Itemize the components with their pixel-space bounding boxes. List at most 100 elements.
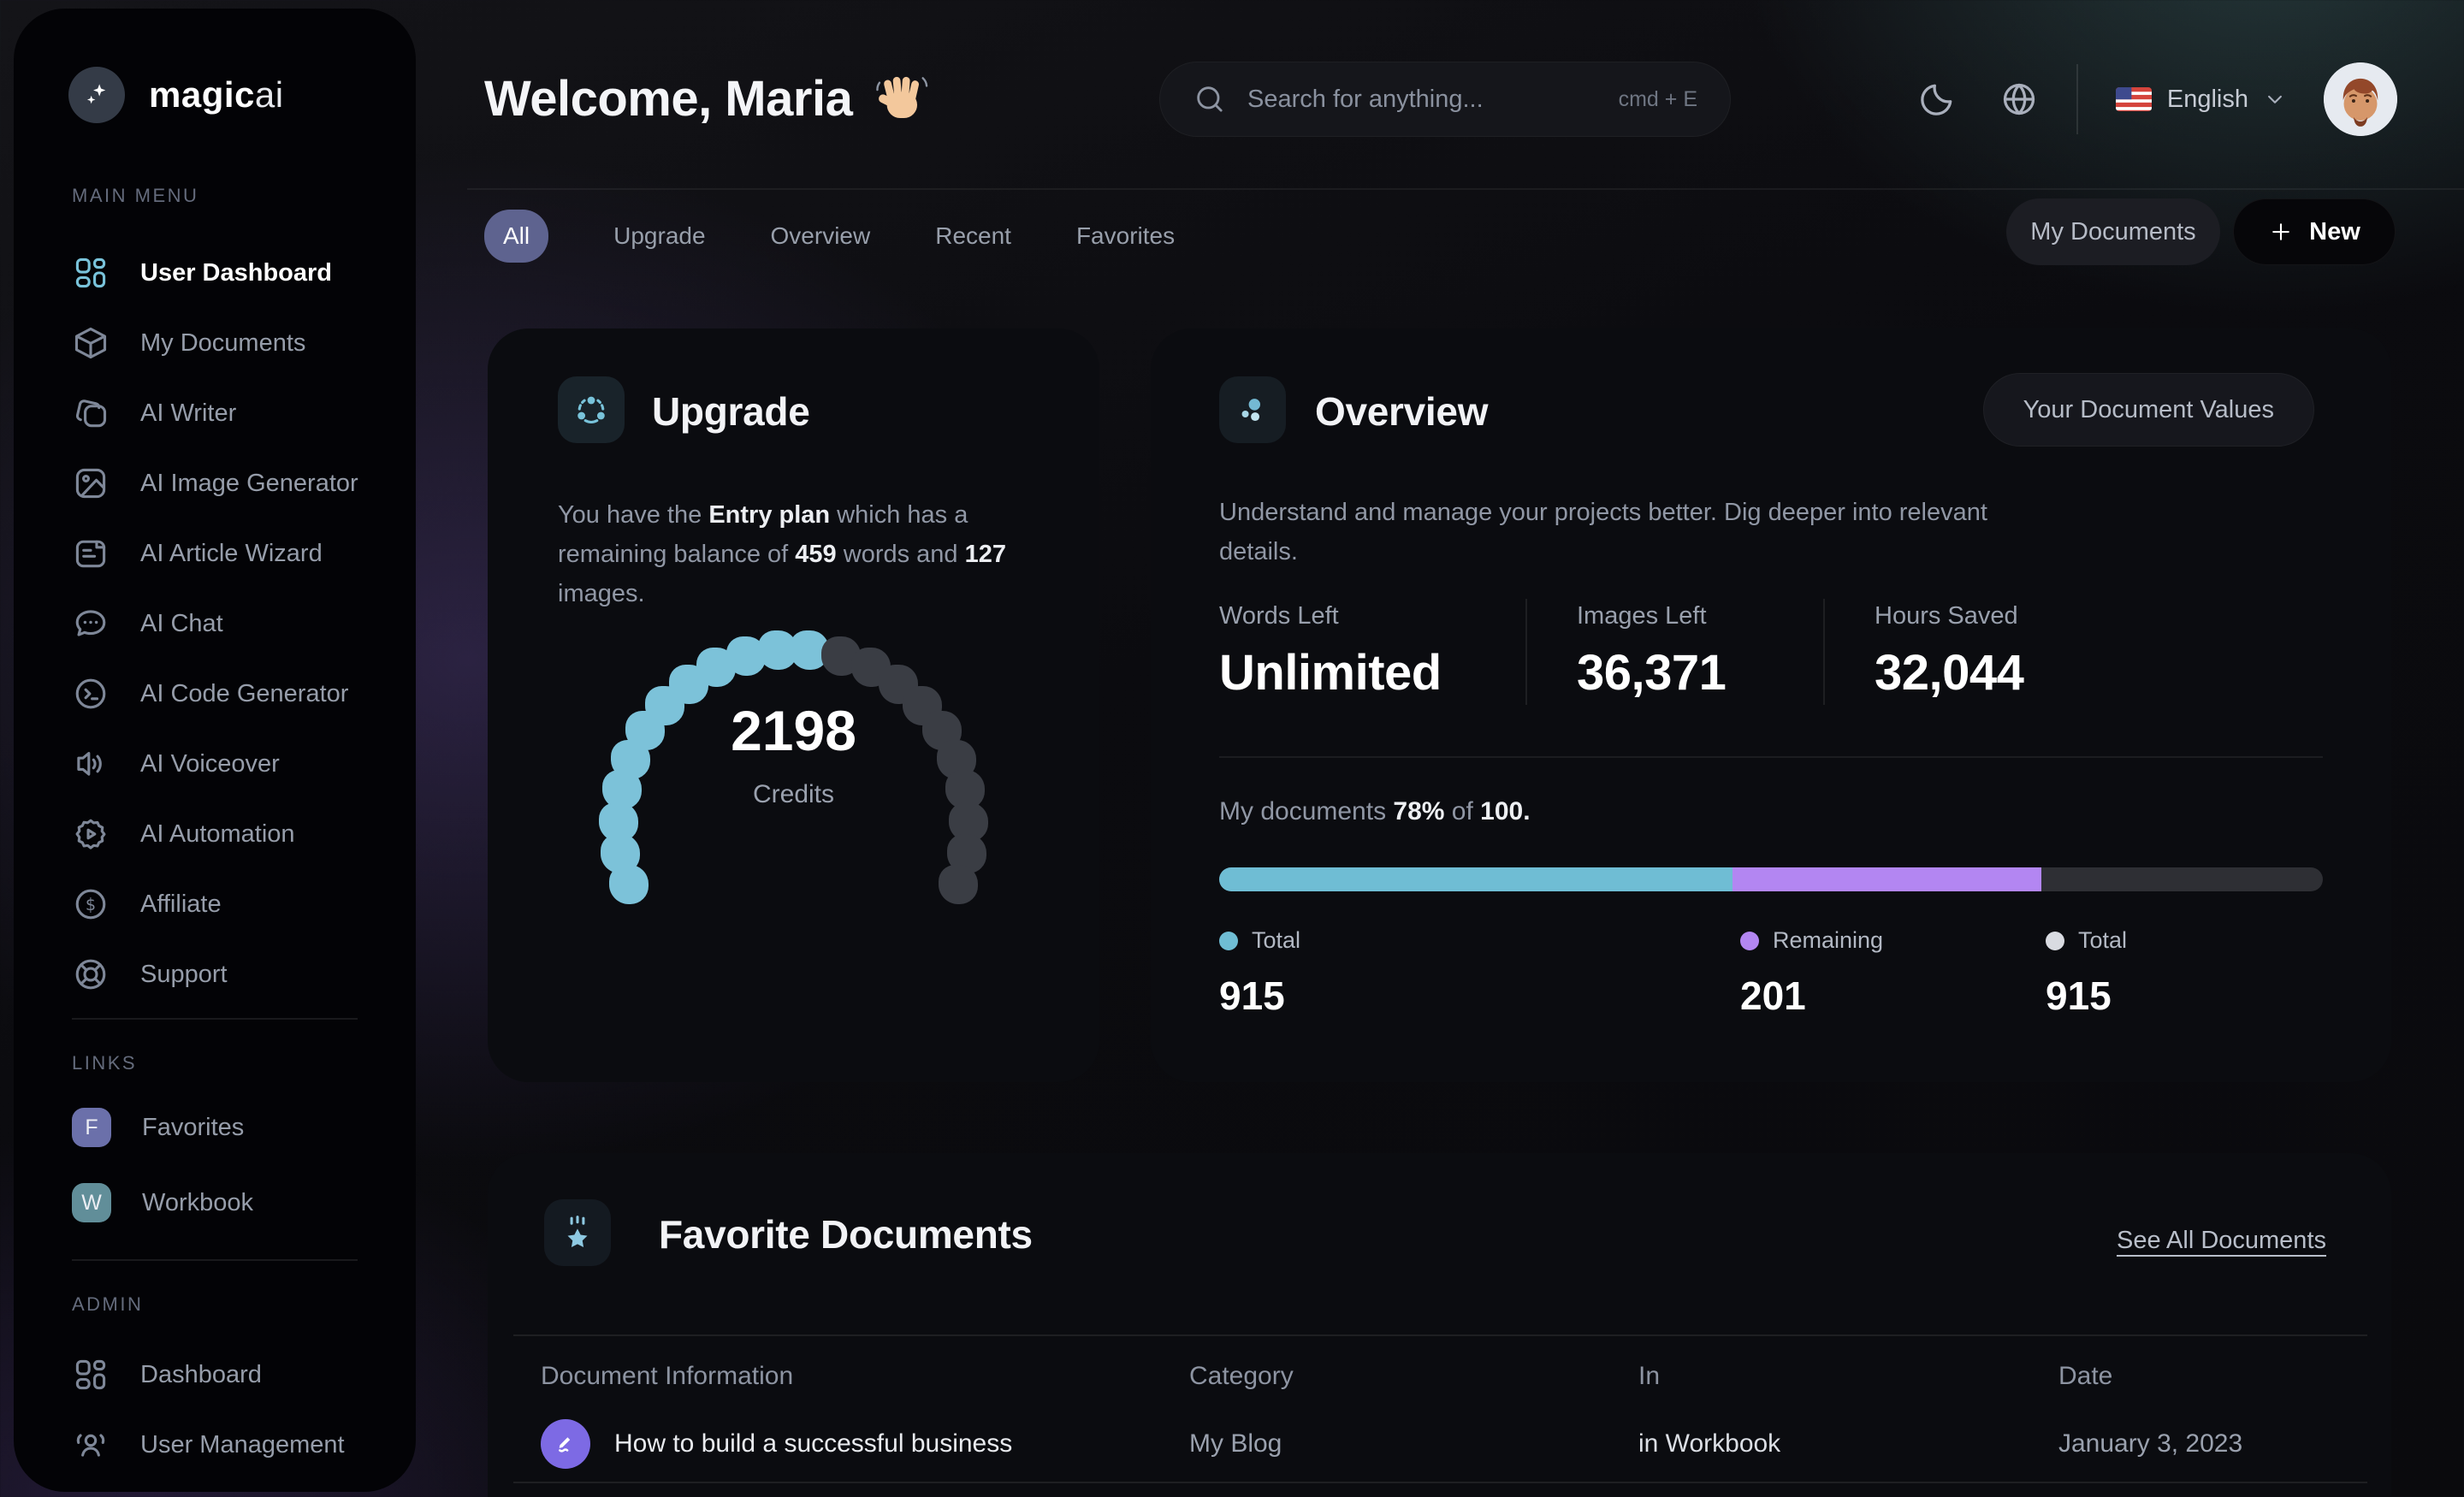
favorites-badge: F [72, 1108, 111, 1147]
stat-divider [1525, 599, 1527, 705]
sidebar-item-ai-code-generator[interactable]: AI Code Generator [48, 659, 395, 729]
moon-icon[interactable] [1917, 80, 1957, 119]
row-divider [513, 1482, 2367, 1483]
box-icon [72, 324, 110, 362]
my-documents-button[interactable]: My Documents [2006, 198, 2220, 265]
new-button[interactable]: New [2233, 198, 2396, 265]
documents-progress-text: My documents 78% of 100. [1219, 797, 1531, 825]
favorite-documents-card: Favorite Documents See All Documents Doc… [488, 1153, 2391, 1497]
admin-label: ADMIN [72, 1293, 144, 1315]
terminal-icon [72, 675, 110, 713]
grid-icon [72, 254, 110, 292]
sidebar-item-admin-dashboard[interactable]: Dashboard [48, 1340, 395, 1410]
article-icon [72, 535, 110, 572]
favorites-rule [513, 1334, 2367, 1336]
grid-icon [72, 1356, 110, 1393]
search-shortcut: cmd + E [1618, 86, 1697, 111]
main-menu-label: MAIN MENU [72, 185, 199, 206]
sidebar-item-ai-image-generator[interactable]: AI Image Generator [48, 448, 395, 518]
credits-gauge: 2198 Credits [572, 568, 1016, 910]
tab-upgrade[interactable]: Upgrade [613, 222, 706, 249]
links-label: LINKS [72, 1052, 138, 1074]
table-row[interactable]: How to build a successful business My Bl… [488, 1406, 2391, 1482]
search-input[interactable] [1247, 85, 1598, 114]
speaker-icon [72, 745, 110, 783]
overview-stats: Words Left Unlimited Images Left 36,371 … [1219, 599, 2323, 705]
sidebar-item-workbook[interactable]: W Workbook [48, 1165, 395, 1240]
sidebar-item-ai-writer[interactable]: AI Writer [48, 378, 395, 448]
upgrade-card: Upgrade You have the Entry plan which ha… [488, 328, 1099, 1352]
document-values-button[interactable]: Your Document Values [1982, 373, 2314, 447]
credits-value: 2198 [731, 699, 856, 762]
document-cell: How to build a successful business [541, 1419, 1012, 1469]
credits-label: Credits [752, 780, 835, 808]
stat-hours-saved: Hours Saved 32,044 [1875, 602, 2024, 701]
category-cell: My Blog [1189, 1429, 1282, 1458]
progress-legend: Total 915 Remaining 201 Total 915 [1219, 927, 2323, 1064]
sidebar-item-my-documents[interactable]: My Documents [48, 308, 395, 378]
global-search: cmd + E [1159, 62, 1731, 137]
see-all-documents-link[interactable]: See All Documents [2116, 1227, 2326, 1254]
image-icon [72, 464, 110, 502]
brand-name: magicai [149, 74, 284, 115]
sidebar-item-ai-chat[interactable]: AI Chat [48, 589, 395, 659]
favorites-title: Favorite Documents [659, 1212, 1033, 1257]
header-divider [2076, 64, 2078, 134]
plus-icon [2272, 223, 2289, 240]
upgrade-description: You have the Entry plan which has a rema… [558, 501, 1006, 607]
legend-remaining: Remaining 201 [1740, 927, 1884, 1018]
overview-title: Overview [1315, 389, 1489, 434]
language-selector[interactable]: English [2166, 85, 2248, 113]
lifebuoy-icon [72, 956, 110, 993]
sidebar-item-ai-automation[interactable]: AI Automation [48, 799, 395, 869]
sidebar-item-user-dashboard[interactable]: User Dashboard [48, 238, 395, 308]
dollar-icon: $ [72, 885, 110, 923]
bubbles-icon [1219, 376, 1286, 443]
user-avatar[interactable] [2324, 62, 2397, 136]
page-title: Welcome, Maria [484, 70, 929, 127]
documents-progress-bar [1219, 867, 2323, 891]
tab-favorites[interactable]: Favorites [1075, 222, 1176, 249]
chat-bubble-icon [72, 605, 110, 642]
tab-all[interactable]: All [484, 210, 549, 263]
gear-play-icon [72, 815, 110, 853]
sidebar-item-favorites[interactable]: F Favorites [48, 1090, 395, 1165]
globe-icon[interactable] [1999, 80, 2039, 119]
pen-icon [541, 1419, 590, 1469]
sidebar-item-support[interactable]: Support [48, 939, 395, 1009]
sidebar-item-affiliate[interactable]: $ Affiliate [48, 869, 395, 939]
stat-divider [1823, 599, 1825, 705]
legend-total-2: Total 915 [2046, 927, 2128, 1018]
links-menu: F Favorites W Workbook [48, 1090, 395, 1240]
sidebar-item-ai-article-wizard[interactable]: AI Article Wizard [48, 518, 395, 589]
users-icon [72, 1426, 110, 1464]
overview-rule [1219, 756, 2323, 758]
overview-card: Overview Your Document Values Understand… [1151, 328, 2391, 1082]
wave-hand-icon [876, 76, 928, 118]
header-rule [467, 188, 2464, 190]
sidebar-divider [72, 1018, 358, 1020]
header-actions: English [1917, 62, 2397, 137]
sparkles-icon [68, 67, 125, 123]
share-nodes-icon [558, 376, 625, 443]
legend-dot [1219, 931, 1238, 950]
legend-dot [1740, 931, 1759, 950]
workbook-badge: W [72, 1183, 111, 1222]
sidebar-item-user-management[interactable]: User Management [48, 1410, 395, 1480]
sidebar: magicai MAIN MENU User Dashboard My Docu… [14, 9, 416, 1492]
tab-recent[interactable]: Recent [935, 222, 1011, 249]
brand-logo[interactable]: magicai [68, 67, 284, 123]
main-menu: User Dashboard My Documents AI Writer AI… [48, 238, 395, 1009]
stat-words-left: Words Left Unlimited [1219, 602, 1442, 701]
layers-icon [72, 394, 110, 432]
sidebar-item-ai-voiceover[interactable]: AI Voiceover [48, 729, 395, 799]
search-icon [1197, 86, 1223, 112]
sidebar-item-partial[interactable] [48, 1480, 395, 1492]
tab-overview[interactable]: Overview [770, 222, 871, 249]
stat-images-left: Images Left 36,371 [1577, 602, 1727, 701]
chevron-down-icon[interactable] [2262, 86, 2288, 112]
overview-description: Understand and manage your projects bett… [1219, 499, 1987, 566]
filter-tabs: All Upgrade Overview Recent Favorites [484, 210, 1175, 263]
shooting-star-icon [544, 1199, 611, 1266]
